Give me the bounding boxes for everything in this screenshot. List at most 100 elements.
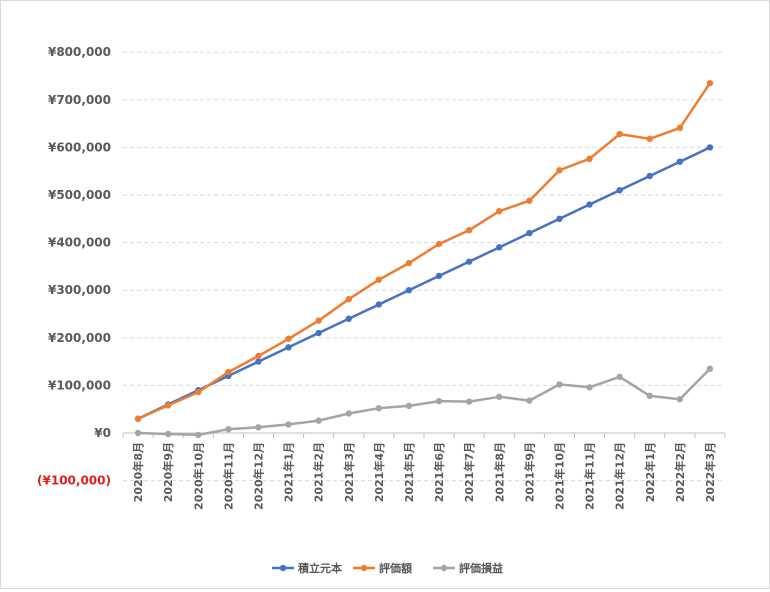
data-point bbox=[315, 329, 322, 337]
data-point bbox=[435, 240, 443, 248]
data-point bbox=[646, 135, 653, 143]
data-point bbox=[164, 430, 172, 438]
data-point bbox=[646, 392, 653, 400]
legend-marker bbox=[360, 564, 368, 572]
x-tick-label: 2021年9月 bbox=[522, 442, 536, 502]
data-point bbox=[405, 287, 413, 294]
data-point bbox=[375, 405, 383, 412]
series-line bbox=[137, 146, 711, 420]
series-lines bbox=[134, 79, 714, 439]
data-point bbox=[616, 187, 623, 194]
x-tick-label: 2020年11月 bbox=[221, 442, 235, 510]
x-tick-label: 2021年3月 bbox=[342, 442, 356, 502]
data-point bbox=[285, 344, 292, 351]
data-point bbox=[465, 227, 473, 234]
x-tick-label: 2020年8月 bbox=[131, 442, 145, 502]
y-tick-label: ¥500,000 bbox=[48, 188, 111, 202]
data-point bbox=[465, 258, 473, 265]
legend-marker bbox=[279, 564, 287, 572]
legend: 積立元本 評価額 評価損益 bbox=[272, 561, 503, 575]
data-point bbox=[435, 397, 443, 405]
y-tick-label: ¥800,000 bbox=[48, 45, 111, 59]
data-point bbox=[676, 158, 684, 165]
data-point bbox=[556, 215, 563, 222]
data-point bbox=[345, 410, 352, 417]
data-point bbox=[496, 207, 503, 215]
data-point bbox=[345, 315, 352, 322]
x-tick-label: 2022年1月 bbox=[643, 442, 657, 502]
data-point bbox=[375, 276, 383, 283]
x-tick-label: 2021年2月 bbox=[312, 442, 326, 502]
axes bbox=[122, 432, 726, 438]
data-point bbox=[616, 373, 623, 381]
data-point bbox=[616, 130, 623, 138]
data-point bbox=[465, 398, 473, 405]
data-point bbox=[225, 425, 232, 433]
data-point bbox=[255, 424, 262, 431]
data-point bbox=[706, 144, 714, 151]
y-tick-label: ¥400,000 bbox=[48, 236, 111, 250]
legend-label: 積立元本 bbox=[297, 561, 342, 575]
x-tick-label: 2021年6月 bbox=[432, 442, 446, 502]
x-tick-label: 2020年10月 bbox=[191, 442, 205, 510]
y-tick-label: (¥100,000) bbox=[37, 474, 111, 488]
y-tick-label: ¥300,000 bbox=[48, 283, 111, 297]
x-tick-label: 2021年8月 bbox=[492, 442, 506, 502]
data-point bbox=[556, 381, 563, 388]
legend-label: 評価損益 bbox=[459, 561, 503, 575]
data-point bbox=[134, 429, 142, 437]
data-point bbox=[676, 124, 684, 132]
x-tick-label: 2020年12月 bbox=[251, 442, 265, 510]
data-point bbox=[526, 197, 533, 204]
data-point bbox=[134, 415, 142, 422]
x-tick-label: 2021年4月 bbox=[372, 442, 386, 502]
data-point bbox=[405, 259, 413, 267]
data-point bbox=[195, 388, 202, 396]
x-tick-label: 2021年5月 bbox=[402, 442, 416, 502]
x-axis-ticks: 2020年8月 2020年9月 2020年10月 2020年11月 2020年12月 20… bbox=[131, 442, 717, 510]
legend-marker bbox=[440, 564, 448, 572]
data-point bbox=[255, 358, 262, 365]
data-point bbox=[164, 402, 172, 409]
data-point bbox=[586, 155, 593, 163]
data-point bbox=[496, 393, 503, 401]
x-tick-label: 2020年9月 bbox=[161, 442, 175, 502]
data-point bbox=[285, 335, 292, 342]
data-point bbox=[285, 421, 292, 428]
data-point bbox=[556, 167, 563, 174]
x-tick-label: 2022年3月 bbox=[703, 442, 717, 502]
data-point bbox=[646, 172, 653, 180]
x-tick-label: 2021年1月 bbox=[282, 442, 296, 502]
x-tick-label: 2021年11月 bbox=[583, 442, 597, 510]
data-point bbox=[195, 431, 202, 439]
x-tick-label: 2021年12月 bbox=[613, 442, 627, 510]
data-point bbox=[225, 368, 232, 376]
data-point bbox=[255, 352, 262, 360]
y-tick-label: ¥0 bbox=[94, 426, 111, 440]
y-tick-label: ¥100,000 bbox=[48, 378, 111, 392]
y-tick-label: ¥600,000 bbox=[48, 140, 111, 154]
y-tick-label: ¥700,000 bbox=[48, 93, 111, 107]
y-tick-label: ¥200,000 bbox=[48, 331, 111, 345]
y-axis-ticks: (¥100,000) ¥0 ¥100,000 ¥200,000 ¥300,000 ¥400… bbox=[37, 45, 111, 487]
data-point bbox=[706, 79, 714, 87]
legend-label: 評価額 bbox=[379, 561, 412, 575]
series-line bbox=[138, 367, 711, 437]
data-point bbox=[345, 296, 352, 303]
x-tick-label: 2021年10月 bbox=[552, 442, 566, 510]
data-point bbox=[706, 365, 714, 372]
data-point bbox=[315, 417, 322, 424]
data-point bbox=[375, 301, 383, 308]
gridlines bbox=[123, 51, 725, 482]
data-point bbox=[405, 402, 413, 410]
series-line bbox=[137, 82, 712, 420]
data-point bbox=[526, 229, 533, 237]
data-point bbox=[586, 384, 593, 391]
data-point bbox=[496, 244, 503, 251]
data-point bbox=[586, 201, 593, 208]
x-tick-label: 2022年2月 bbox=[673, 442, 687, 502]
data-point bbox=[676, 396, 684, 403]
data-point bbox=[526, 397, 533, 404]
